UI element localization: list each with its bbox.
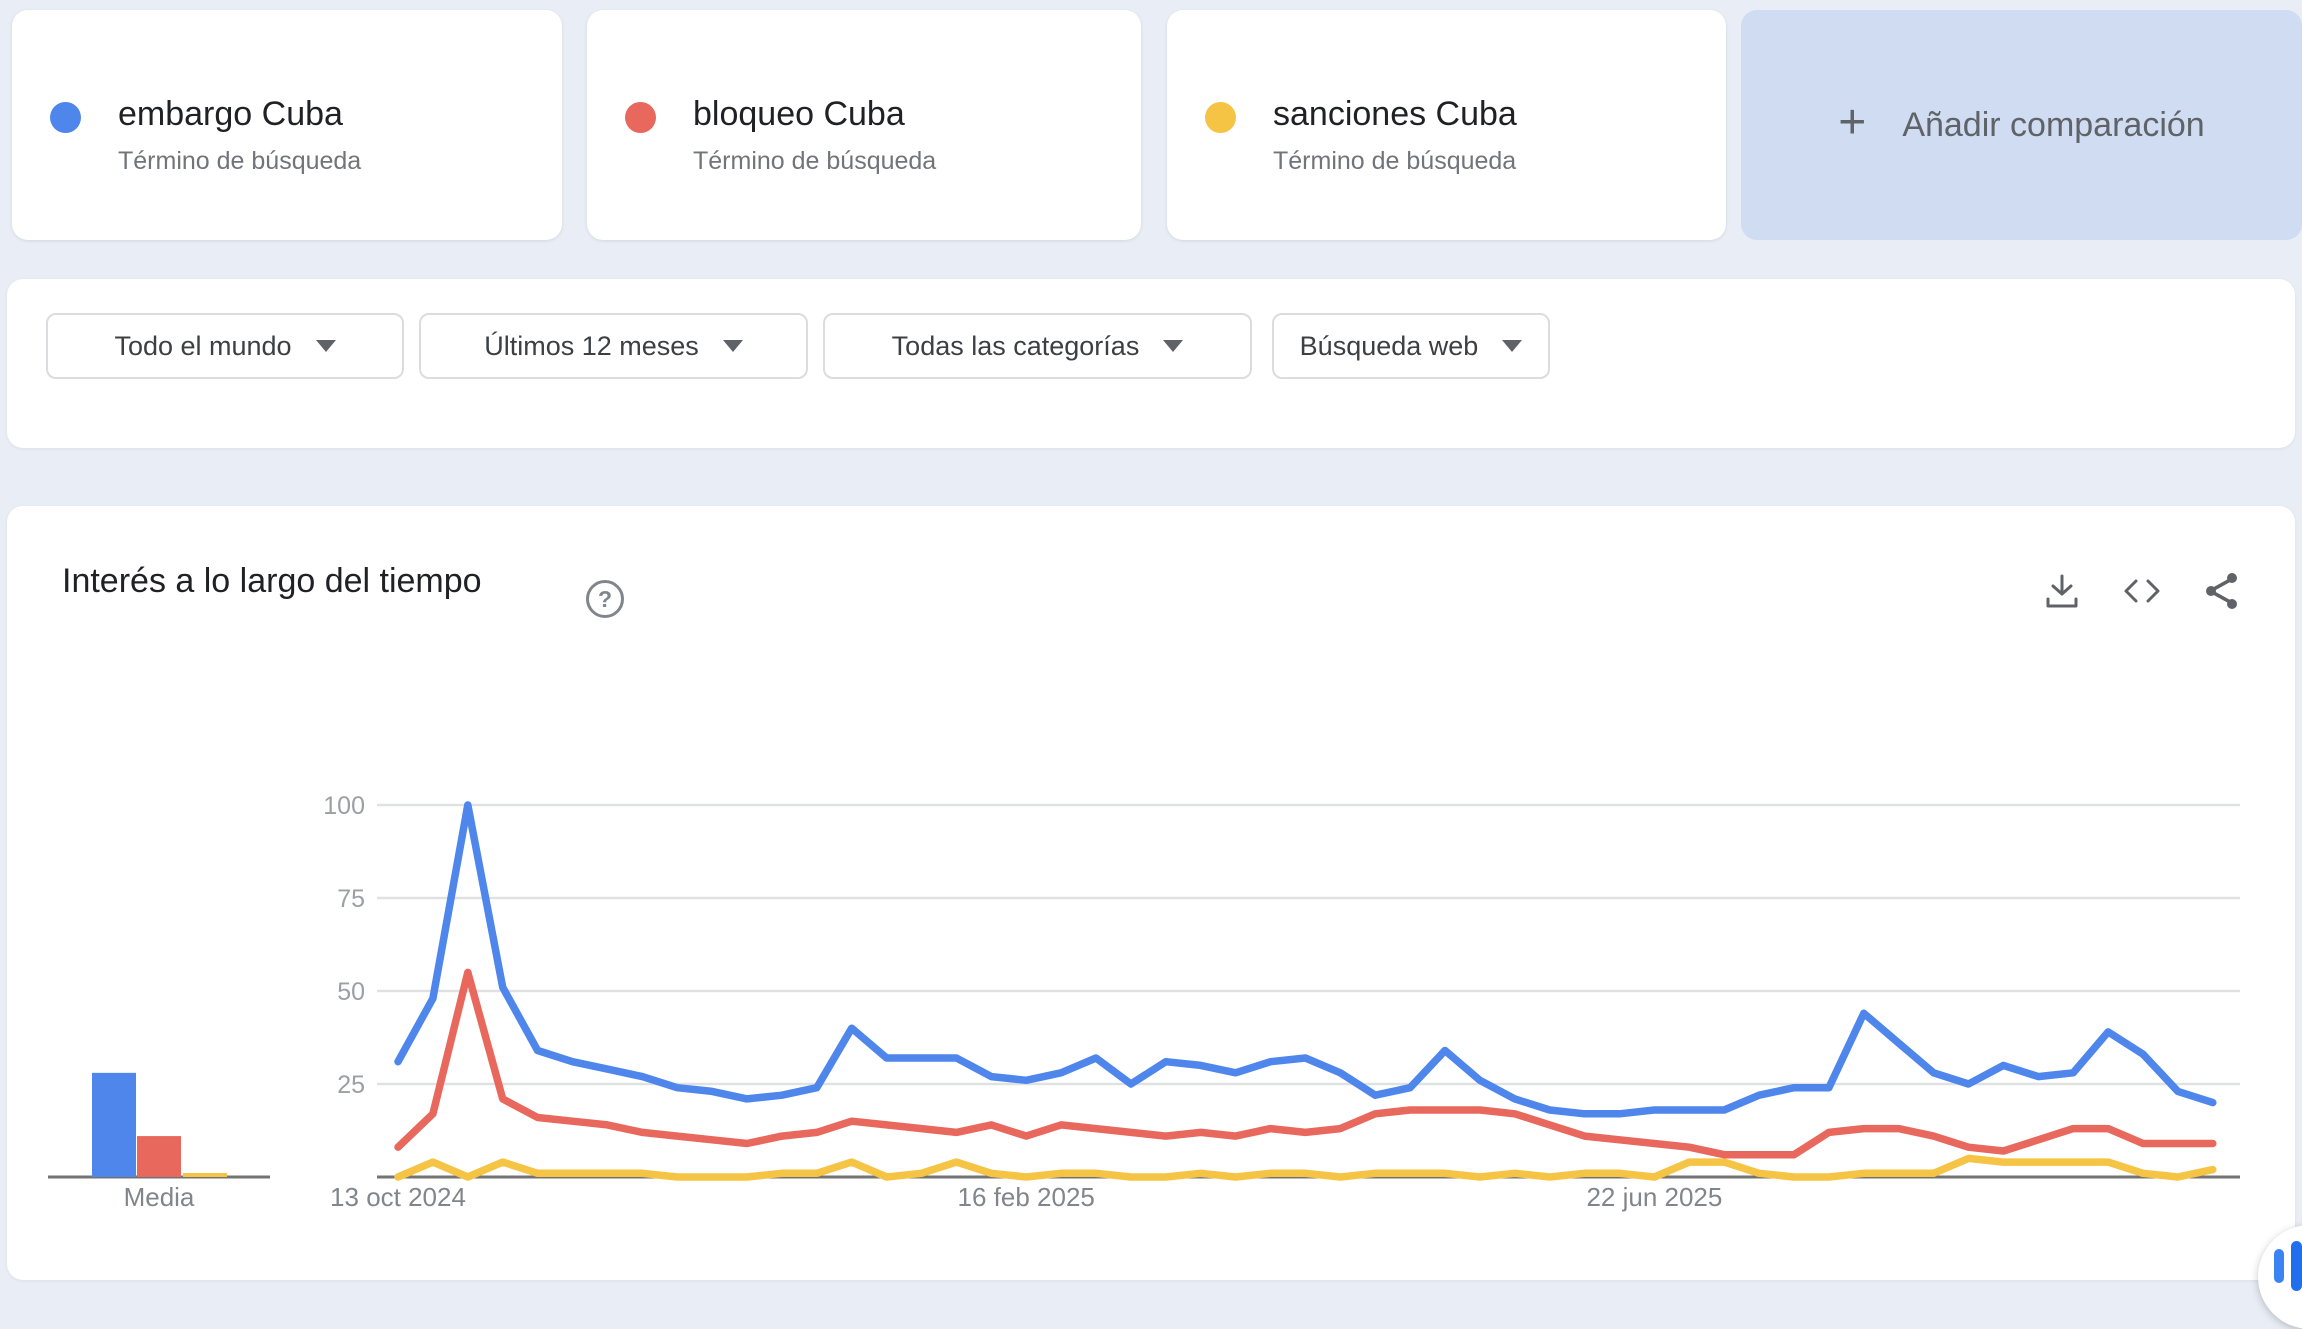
term-color-dot xyxy=(1205,102,1236,133)
x-axis-date-label: 16 feb 2025 xyxy=(958,1182,1095,1212)
share-icon[interactable] xyxy=(2199,568,2245,614)
chevron-down-icon xyxy=(722,340,743,352)
interest-over-time-card: Interés a lo largo del tiempo ? 100 75 50 2… xyxy=(7,506,2295,1280)
term-sublabel: Término de búsqueda xyxy=(693,147,937,175)
media-label: Media xyxy=(124,1182,195,1212)
chevron-down-icon xyxy=(1502,340,1523,352)
x-axis-date-label: 13 oct 2024 xyxy=(330,1182,466,1212)
term-label: embargo Cuba xyxy=(118,95,343,133)
term-color-dot xyxy=(50,102,81,133)
filter-category-value: Todas las categorías xyxy=(891,330,1140,361)
series-line-sanciones-cuba xyxy=(394,1154,2217,1181)
series-line-bloqueo-cuba xyxy=(394,968,2217,1159)
series-line-embargo-cuba xyxy=(394,801,2217,1118)
term-label: sanciones Cuba xyxy=(1273,95,1517,133)
media-bar-sanciones-cuba xyxy=(183,1173,227,1177)
filter-region-value: Todo el mundo xyxy=(114,330,292,361)
filter-searchtype-value: Búsqueda web xyxy=(1299,330,1479,361)
y-axis-tick-label: 50 xyxy=(337,978,365,1006)
google-trends-page: { "terms": [ { "label": "embargo Cuba", … xyxy=(7,10,2302,1329)
x-axis-date-label: 22 jun 2025 xyxy=(1586,1182,1722,1212)
chevron-down-icon xyxy=(315,340,336,352)
add-comparison-label: Añadir comparación xyxy=(1902,105,2205,144)
filter-time-dropdown[interactable]: Últimos 12 meses xyxy=(419,313,808,379)
term-card-embargo-cuba[interactable]: embargo Cuba Término de búsqueda xyxy=(12,10,562,240)
y-axis-tick-label: 25 xyxy=(337,1071,365,1099)
filter-bar: Todo el mundo Últimos 12 meses Todas las… xyxy=(7,279,2295,448)
add-comparison-button[interactable]: + Añadir comparación xyxy=(1741,10,2302,240)
trends-logo-icon xyxy=(2274,1249,2284,1283)
interest-over-time-chart[interactable]: 100 75 50 25 Media 13 oct 2024 16 feb 2025 22 j… xyxy=(7,506,2295,1280)
section-title: Interés a lo largo del tiempo xyxy=(62,562,482,600)
filter-region-dropdown[interactable]: Todo el mundo xyxy=(46,313,404,379)
term-sublabel: Término de búsqueda xyxy=(1273,147,1517,175)
chevron-down-icon xyxy=(1163,340,1184,352)
trends-logo-icon xyxy=(2291,1241,2302,1291)
download-icon[interactable] xyxy=(2039,568,2085,614)
filter-time-value: Últimos 12 meses xyxy=(484,330,699,361)
term-color-dot xyxy=(625,102,656,133)
help-icon[interactable]: ? xyxy=(586,580,624,618)
term-sublabel: Término de búsqueda xyxy=(118,147,362,175)
term-card-bloqueo-cuba[interactable]: bloqueo Cuba Término de búsqueda xyxy=(587,10,1141,240)
media-bar-bloqueo-cuba xyxy=(137,1136,181,1177)
filter-searchtype-dropdown[interactable]: Búsqueda web xyxy=(1272,313,1550,379)
embed-icon[interactable] xyxy=(2119,568,2165,614)
term-card-sanciones-cuba[interactable]: sanciones Cuba Término de búsqueda xyxy=(1167,10,1726,240)
y-axis-tick-label: 75 xyxy=(337,885,365,913)
y-axis-tick-label: 100 xyxy=(323,792,365,820)
media-bar-embargo-cuba xyxy=(92,1072,136,1177)
term-label: bloqueo Cuba xyxy=(693,95,905,133)
plus-icon: + xyxy=(1838,95,1867,149)
filter-category-dropdown[interactable]: Todas las categorías xyxy=(823,313,1252,379)
